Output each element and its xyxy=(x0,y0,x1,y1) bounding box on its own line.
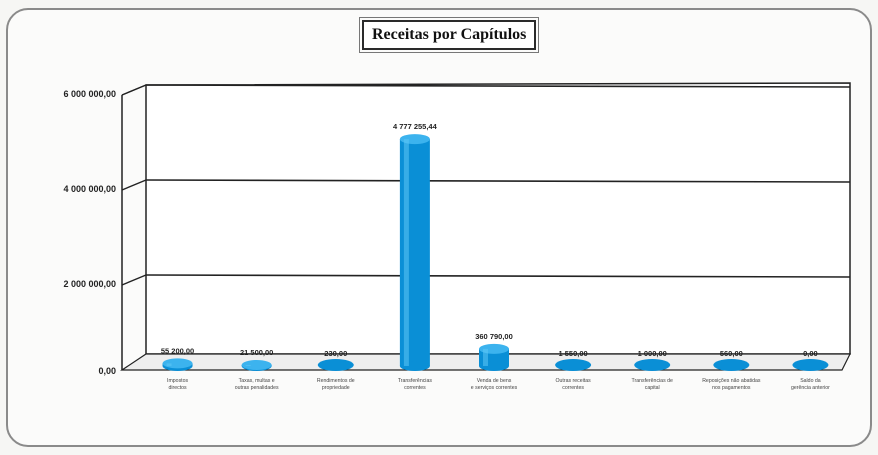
x-tick-label: Transferências de capital xyxy=(632,378,673,391)
data-label: 4 777 255,44 xyxy=(393,122,438,131)
y-tick-label: 4 000 000,00 xyxy=(63,184,116,194)
x-tick-label: Outras receitas correntes xyxy=(556,378,592,391)
bar xyxy=(399,134,430,371)
x-tick-label-line: Outras receitas xyxy=(556,378,592,384)
x-tick-label-line: propriedade xyxy=(322,385,350,391)
bar xyxy=(317,359,354,371)
bar xyxy=(162,358,193,371)
x-tick-label-line: nos pagamentos xyxy=(712,385,751,391)
x-tick-label-line: Taxas, multas e xyxy=(239,378,275,384)
bar xyxy=(479,343,509,371)
data-label: 560,00 xyxy=(720,349,743,358)
back-wall xyxy=(145,82,851,355)
x-tick-label: Impostos directos xyxy=(167,378,188,391)
bar-highlight xyxy=(245,364,251,366)
bar xyxy=(241,359,272,371)
data-label: 230,00 xyxy=(324,349,347,358)
gridline xyxy=(145,274,851,278)
y-tick-label: 0,00 xyxy=(98,366,116,376)
x-tick-label-line: Saldo da xyxy=(800,378,821,384)
x-tick-label-line: Transferências de xyxy=(632,378,673,384)
x-tick-label-line: outras penalidades xyxy=(235,385,279,391)
bar xyxy=(634,359,671,371)
bar-highlight xyxy=(483,348,488,366)
x-tick-label-line: capital xyxy=(645,385,660,391)
grid-layer xyxy=(120,82,851,371)
x-tick-label-line: correntes xyxy=(404,385,426,391)
data-label: 1 000,00 xyxy=(638,349,667,358)
data-label: 21 500,00 xyxy=(240,348,273,357)
x-tick-label: Transferências correntes xyxy=(398,378,433,391)
gridline-side xyxy=(121,179,147,191)
x-tick-label: Reposições não abatidas nos pagamentos xyxy=(702,378,761,391)
gridline-side xyxy=(121,84,147,96)
x-tick-label: Venda de bens e serviços correntes xyxy=(471,378,518,391)
x-tick-label-line: correntes xyxy=(562,385,584,391)
data-label: 1 550,00 xyxy=(559,349,588,358)
bar-disc xyxy=(555,359,592,371)
gridline xyxy=(145,84,851,88)
x-tick-label-line: Impostos xyxy=(167,378,188,384)
gridline xyxy=(145,179,851,183)
bar-disc xyxy=(792,359,829,371)
bar-disc xyxy=(317,359,354,371)
bar xyxy=(713,359,750,371)
bar xyxy=(792,359,829,371)
bar-top xyxy=(241,359,272,370)
y-tick-label: 2 000 000,00 xyxy=(63,279,116,289)
chart-title: Receitas por Capítulos xyxy=(358,17,540,53)
x-tick-label: Saldo da gerência anterior xyxy=(791,378,830,391)
bar-disc xyxy=(713,359,750,371)
bar-highlight xyxy=(166,363,172,366)
x-tick-label-line: Reposições não abatidas xyxy=(702,378,761,384)
data-label: 55 200,00 xyxy=(161,346,194,355)
y-tick-label: 6 000 000,00 xyxy=(63,89,116,99)
bar-highlight xyxy=(403,139,409,366)
x-tick-label-line: e serviços correntes xyxy=(471,385,518,391)
data-label: 0,00 xyxy=(803,349,818,358)
gridline-side xyxy=(121,274,147,286)
x-tick-label: Rendimentos de propriedade xyxy=(317,378,355,391)
bar-layer xyxy=(162,134,829,371)
label-layer: 0,00 2 000 000,00 4 000 000,00 6 000 000,00… xyxy=(63,89,830,391)
x-tick-label-line: Transferências xyxy=(398,378,433,384)
bar xyxy=(555,359,592,371)
x-tick-label-line: directos xyxy=(168,385,187,391)
x-tick-label-line: Venda de bens xyxy=(477,378,512,384)
x-tick-label-line: Rendimentos de xyxy=(317,378,355,384)
x-tick-label-line: gerência anterior xyxy=(791,385,830,391)
bar-disc xyxy=(634,359,671,371)
x-tick-label: Taxas, multas e outras penalidades xyxy=(235,378,279,391)
data-label: 360 790,00 xyxy=(475,332,513,341)
